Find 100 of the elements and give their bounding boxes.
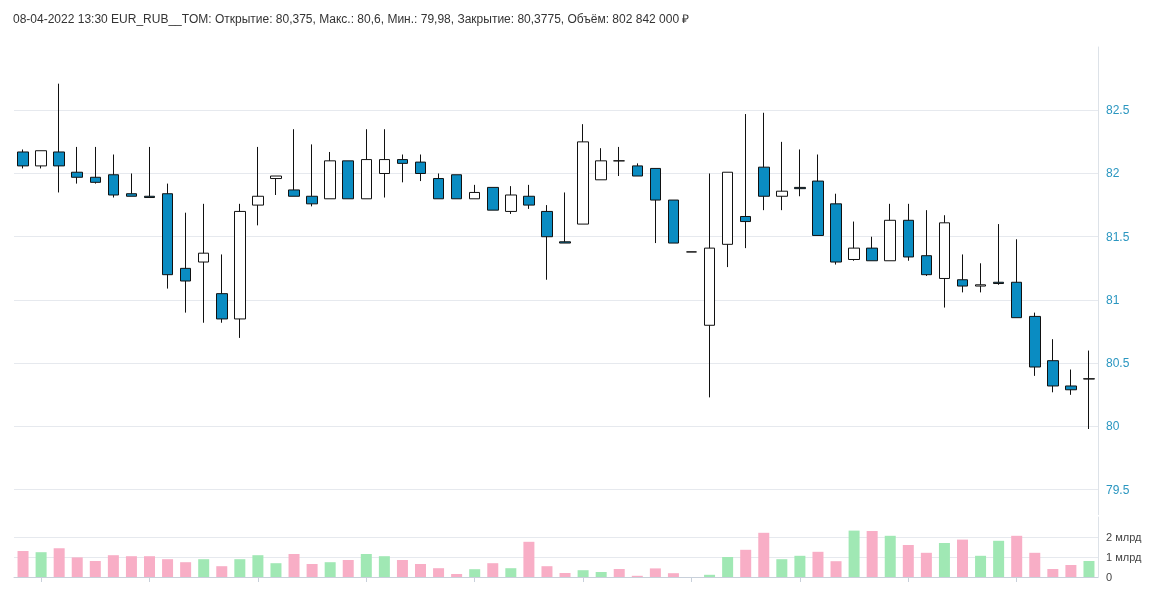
bar bbox=[35, 552, 47, 577]
candlestick bbox=[975, 262, 986, 293]
candlestick bbox=[90, 146, 101, 185]
bar bbox=[740, 549, 752, 577]
candlestick bbox=[523, 184, 535, 210]
bar bbox=[938, 543, 950, 577]
bar bbox=[89, 561, 101, 577]
bar bbox=[577, 570, 589, 577]
candlestick bbox=[957, 253, 968, 293]
candlestick bbox=[397, 154, 408, 183]
bar bbox=[649, 568, 661, 577]
y-tick-label: 1 млрд bbox=[1106, 551, 1143, 563]
bar bbox=[1065, 565, 1077, 577]
bar bbox=[198, 559, 210, 577]
bar bbox=[866, 531, 878, 577]
candlestick bbox=[1065, 369, 1077, 396]
candlestick bbox=[108, 154, 119, 199]
bar bbox=[1011, 535, 1023, 577]
bar bbox=[107, 555, 119, 577]
bar bbox=[776, 559, 788, 577]
candlestick bbox=[884, 203, 896, 262]
candlestick bbox=[71, 146, 83, 185]
candlestick bbox=[758, 112, 770, 211]
candlestick bbox=[921, 209, 932, 277]
candlestick bbox=[559, 191, 571, 244]
bar bbox=[848, 530, 860, 577]
candlestick bbox=[541, 204, 553, 281]
candlestick bbox=[415, 154, 426, 182]
candlestick bbox=[939, 214, 950, 309]
candlestick bbox=[17, 148, 29, 169]
bar bbox=[125, 556, 137, 577]
bar bbox=[830, 561, 842, 577]
bar bbox=[1029, 552, 1041, 577]
candlestick bbox=[342, 160, 354, 200]
candlestick bbox=[469, 184, 480, 200]
candlestick bbox=[180, 212, 191, 314]
candlestick bbox=[324, 151, 336, 200]
y-tick-label: 81 bbox=[1106, 292, 1120, 307]
bar bbox=[595, 572, 607, 577]
y-tick-label: 80 bbox=[1106, 419, 1120, 434]
bar bbox=[1047, 569, 1059, 577]
candlestick bbox=[776, 141, 788, 211]
bar bbox=[812, 551, 824, 577]
candlestick bbox=[812, 154, 824, 236]
candlestick bbox=[126, 172, 137, 197]
bar bbox=[884, 535, 896, 577]
candlestick bbox=[1047, 338, 1059, 393]
bar bbox=[360, 554, 372, 577]
bar bbox=[523, 541, 535, 577]
bar bbox=[144, 556, 155, 577]
bar bbox=[505, 568, 517, 577]
bar bbox=[758, 532, 770, 577]
candlestick bbox=[903, 203, 914, 262]
candlestick bbox=[451, 174, 462, 200]
bar bbox=[794, 555, 806, 577]
bar bbox=[378, 556, 390, 577]
candlestick bbox=[505, 185, 517, 215]
bar bbox=[53, 548, 65, 577]
candlestick bbox=[306, 143, 318, 207]
candlestick bbox=[1083, 350, 1095, 430]
candlestick bbox=[53, 83, 65, 193]
bar bbox=[975, 555, 987, 577]
candlestick bbox=[830, 193, 842, 266]
bar bbox=[180, 562, 192, 577]
bar bbox=[252, 555, 264, 577]
bar bbox=[162, 559, 174, 577]
y-tick-label: 81.5 bbox=[1106, 229, 1130, 244]
bar bbox=[487, 563, 499, 577]
candlestick bbox=[740, 113, 751, 249]
bar bbox=[957, 539, 968, 577]
y-tick-label: 79.5 bbox=[1106, 482, 1130, 497]
y-tick-label: 2 млрд bbox=[1106, 531, 1143, 543]
bar bbox=[216, 566, 228, 577]
candlestick bbox=[270, 175, 282, 196]
candlestick bbox=[632, 162, 643, 177]
candlestick bbox=[234, 203, 246, 339]
candlestick bbox=[722, 171, 733, 268]
bar bbox=[613, 569, 625, 577]
candlestick bbox=[1011, 238, 1022, 319]
bar bbox=[559, 573, 571, 577]
candlestick bbox=[252, 146, 264, 226]
bar bbox=[469, 569, 481, 577]
chart-title: 08-04-2022 13:30 EUR_RUB__TOM: Открытие: 80,375, Макс.: 80,6, Мин.: 79,98, Закрытие: 80,3775, Объём: 802 842 000 ₽ bbox=[13, 12, 690, 26]
bar bbox=[704, 574, 716, 577]
bar bbox=[71, 557, 83, 577]
candlestick bbox=[993, 223, 1004, 286]
bar bbox=[288, 554, 300, 577]
candlestick bbox=[379, 128, 390, 199]
candlestick bbox=[848, 221, 860, 262]
bar bbox=[324, 562, 336, 577]
bar bbox=[541, 566, 553, 577]
candlestick bbox=[162, 183, 173, 290]
candlestick bbox=[613, 146, 625, 177]
y-tick-label: 0 bbox=[1106, 571, 1113, 583]
y-tick-label: 80.5 bbox=[1106, 356, 1130, 371]
bar bbox=[342, 560, 354, 577]
candlestick bbox=[487, 186, 499, 211]
bar bbox=[17, 551, 29, 577]
candlestick bbox=[144, 146, 155, 199]
candlestick bbox=[595, 147, 607, 181]
